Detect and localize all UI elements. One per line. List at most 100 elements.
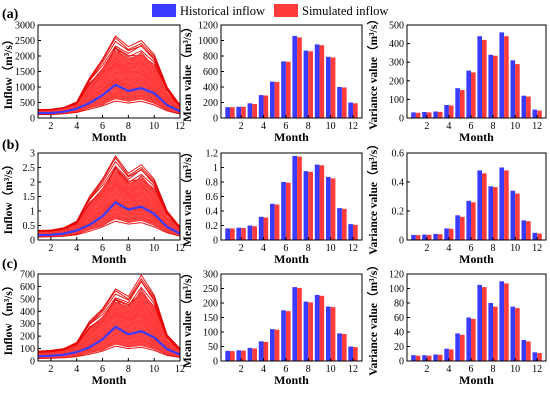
x-tick-label: 2 [239, 364, 244, 375]
y-tick-label: 300 [389, 58, 404, 69]
y-tick-label: 0 [213, 114, 218, 125]
x-tick-label: 4 [261, 364, 266, 375]
x-tick-label: 10 [149, 121, 159, 132]
plot-frame [406, 152, 547, 241]
y-tick-label: 200 [203, 299, 218, 310]
bar-simulated [285, 311, 291, 361]
bar-simulated [341, 87, 347, 118]
legend-label-simulated: Simulated inflow [302, 4, 388, 18]
x-tick-label: 2 [239, 121, 244, 132]
bar-historical [477, 36, 482, 119]
bar-historical [303, 50, 309, 118]
bar-simulated [230, 351, 235, 361]
bar-simulated [460, 90, 465, 118]
x-tick-label: 6 [468, 243, 473, 254]
bar-historical [455, 88, 460, 118]
y-tick-label: 0.2 [206, 221, 219, 232]
bar-simulated [515, 308, 520, 361]
bar-simulated [448, 228, 454, 240]
bar-simulated [341, 334, 347, 361]
bar-simulated [308, 302, 313, 361]
bar-simulated [297, 156, 302, 240]
bar-simulated [285, 61, 291, 118]
bar-simulated [297, 37, 302, 118]
bar-historical [466, 70, 471, 118]
bar-simulated [504, 36, 509, 119]
y-axis-label: Variance value（m³/s） [366, 138, 380, 254]
bar-simulated [241, 350, 246, 361]
bar-historical [433, 354, 438, 361]
bar-simulated [415, 235, 421, 240]
row-label-b: (b) [2, 138, 19, 153]
y-tick-label: 0.2 [392, 207, 405, 218]
bar-historical [314, 164, 320, 240]
bar-historical [303, 171, 309, 240]
bar-historical [510, 60, 516, 118]
bar-historical [247, 103, 253, 118]
bar-simulated [415, 355, 421, 361]
bar-simulated [426, 234, 432, 240]
bar-historical [422, 355, 427, 361]
historical-line [37, 325, 181, 358]
y-tick-label: 0.6 [392, 149, 405, 160]
bar-simulated [230, 107, 235, 118]
x-tick-label: 6 [468, 364, 473, 375]
bar-simulated [482, 173, 487, 240]
x-tick-label: 4 [261, 243, 266, 254]
x-tick-label: 6 [283, 364, 288, 375]
bar-simulated [263, 95, 269, 118]
bar-historical [466, 200, 471, 240]
x-axis-label: Month [92, 252, 127, 266]
x-tick-label: 2 [424, 364, 429, 375]
bar-simulated [252, 348, 257, 361]
bar-historical [236, 350, 242, 361]
x-tick-label: 4 [446, 121, 451, 132]
y-axis-label: Inflow（m³/s） [1, 280, 15, 356]
y-tick-label: 3 [30, 149, 35, 160]
y-axis-label: Mean value（m³/s） [180, 267, 194, 368]
bar-historical [521, 95, 527, 118]
y-tick-label: 0 [213, 236, 218, 247]
y-tick-label: 1200 [198, 21, 218, 32]
bar-simulated [330, 307, 336, 361]
x-tick-label: 2 [48, 243, 53, 254]
y-tick-label: 300 [20, 319, 35, 330]
y-tick-label: 2 [30, 178, 35, 189]
simulated-band [38, 170, 180, 237]
simulated-trace [37, 286, 181, 353]
row-label-c: (c) [2, 257, 18, 272]
bar-historical [292, 287, 298, 361]
y-tick-label: 0.4 [206, 207, 219, 218]
x-tick-label: 4 [74, 121, 79, 132]
bar-simulated [353, 224, 358, 240]
y-tick-label: 500 [389, 21, 404, 32]
bar-simulated [448, 349, 454, 361]
bar-simulated [330, 57, 336, 118]
bar-simulated [353, 347, 358, 361]
bar-simulated [426, 355, 432, 361]
x-tick-label: 12 [532, 121, 542, 132]
y-tick-label: 50 [208, 342, 218, 353]
bar-simulated [482, 287, 487, 361]
bar-historical [292, 155, 298, 240]
bar-historical [477, 170, 482, 240]
bar-simulated [437, 234, 443, 240]
bar-historical [247, 347, 253, 361]
x-tick-label: 10 [326, 121, 336, 132]
x-axis-label: Month [92, 373, 127, 387]
bar-simulated [415, 112, 421, 118]
bar-historical [303, 301, 309, 361]
bar-simulated [460, 216, 465, 240]
bar-historical [455, 333, 460, 361]
y-tick-label: 600 [203, 67, 218, 78]
x-tick-label: 12 [348, 243, 358, 254]
bar-historical [444, 228, 449, 240]
y-tick-label: 2.5 [23, 163, 36, 174]
x-tick-label: 12 [348, 364, 358, 375]
x-axis-label: Month [92, 130, 127, 144]
bar-simulated [537, 353, 542, 361]
bar-simulated [493, 187, 498, 240]
x-tick-label: 6 [100, 243, 105, 254]
y-tick-label: 400 [203, 83, 218, 94]
bar-historical [314, 44, 320, 118]
